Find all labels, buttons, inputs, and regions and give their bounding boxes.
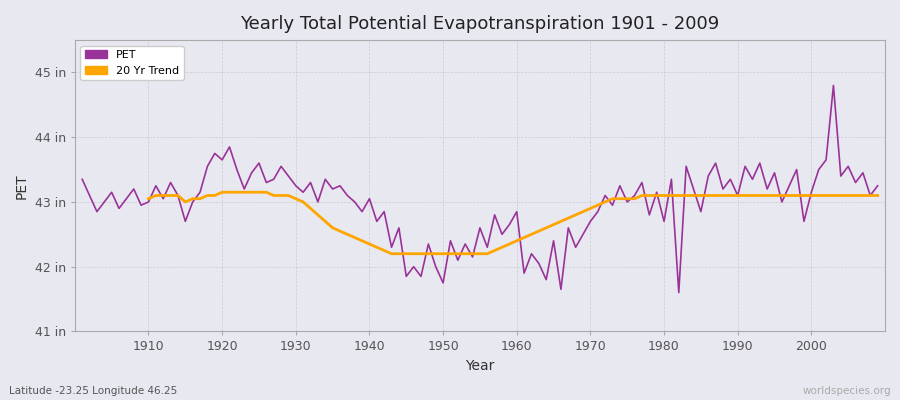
Text: worldspecies.org: worldspecies.org <box>803 386 891 396</box>
Text: Latitude -23.25 Longitude 46.25: Latitude -23.25 Longitude 46.25 <box>9 386 177 396</box>
Title: Yearly Total Potential Evapotranspiration 1901 - 2009: Yearly Total Potential Evapotranspiratio… <box>240 15 719 33</box>
X-axis label: Year: Year <box>465 359 495 373</box>
Legend: PET, 20 Yr Trend: PET, 20 Yr Trend <box>80 46 184 80</box>
Y-axis label: PET: PET <box>15 173 29 198</box>
